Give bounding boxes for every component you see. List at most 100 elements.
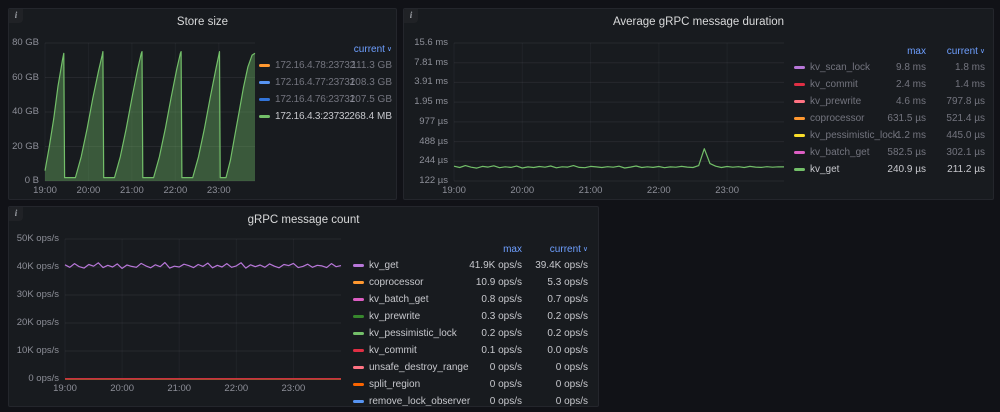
series-name[interactable]: coprocessor (810, 113, 865, 124)
y-axis-tick-label: 1.95 ms (414, 96, 448, 108)
series-max-value: 0 ops/s (489, 362, 522, 373)
y-axis-tick-label: 122 µs (419, 175, 448, 186)
panel-info-icon[interactable]: i (404, 9, 418, 23)
series-color-marker (353, 332, 364, 335)
legend-row: kv_get 41.9K ops/s 39.4K ops/s (353, 257, 588, 274)
y-axis-tick-label: 15.6 ms (414, 37, 448, 48)
x-axis-tick-label: 20:00 (510, 185, 535, 196)
series-name[interactable]: coprocessor (369, 277, 424, 288)
legend-sort-current[interactable]: current ∨ (549, 243, 588, 255)
series-current-value: 111.3 GB (351, 60, 392, 71)
panel-title-grpc-count[interactable]: gRPC message count (247, 214, 360, 226)
series-max-value: 0 ops/s (489, 396, 522, 407)
legend-sort-current[interactable]: current ∨ (353, 43, 392, 55)
series-current-value: 521.4 µs (946, 113, 985, 124)
y-axis-tick-label: 30K ops/s (16, 289, 59, 300)
series-current-value: 0.0 ops/s (547, 345, 588, 356)
x-axis-tick-label: 20:00 (76, 185, 101, 196)
panel-title-store-size[interactable]: Store size (176, 16, 229, 28)
info-icon: i (14, 10, 18, 20)
series-name[interactable]: kv_batch_get (810, 147, 870, 158)
legend-row: 172.16.4.78:23732 111.3 GB (259, 57, 392, 74)
series-current-value: 0 ops/s (555, 362, 588, 373)
series-name[interactable]: kv_get (369, 260, 399, 271)
series-name[interactable]: kv_prewrite (810, 96, 862, 107)
legend-row: unsafe_destroy_range 0 ops/s 0 ops/s (353, 359, 588, 376)
y-axis-tick-label: 20K ops/s (16, 317, 59, 328)
legend-row: kv_get 240.9 µs 211.2 µs (794, 161, 985, 178)
x-axis-tick-label: 19:00 (33, 185, 57, 196)
panel-grpc-duration: i Average gRPC message duration max curre… (403, 8, 994, 200)
series-name[interactable]: kv_pessimistic_lock (810, 130, 898, 141)
y-axis-tick-label: 0 B (24, 175, 39, 186)
series-name[interactable]: kv_commit (810, 79, 858, 90)
x-axis-tick-label: 23:00 (206, 185, 231, 196)
legend-row: kv_prewrite 0.3 ops/s 0.2 ops/s (353, 308, 588, 325)
series-max-value: 9.8 ms (895, 62, 926, 73)
legend-row: kv_batch_get 0.8 ops/s 0.7 ops/s (353, 291, 588, 308)
x-axis-tick-label: 19:00 (53, 383, 77, 394)
series-current-value: 1.8 ms (954, 62, 985, 73)
series-color-marker (353, 366, 364, 369)
y-axis-tick-label: 40K ops/s (16, 261, 59, 272)
series-color-marker (353, 264, 364, 267)
series-name[interactable]: kv_pessimistic_lock (369, 328, 457, 339)
series-name[interactable]: 172.16.4.3:23732 (275, 111, 350, 122)
legend-sort-max[interactable]: max (503, 243, 522, 255)
panel-info-icon[interactable]: i (9, 9, 23, 23)
series-name[interactable]: split_region (369, 379, 421, 390)
y-axis-tick-label: 10K ops/s (16, 345, 59, 356)
store-size-chart[interactable] (44, 42, 256, 182)
series-name[interactable]: kv_get (810, 164, 840, 175)
series-name[interactable]: 172.16.4.76:23732 (275, 94, 356, 105)
x-axis-tick-label: 19:00 (442, 185, 466, 196)
info-icon: i (14, 208, 18, 218)
series-name[interactable]: kv_prewrite (369, 311, 421, 322)
legend-header: max current ∨ (794, 43, 985, 59)
series-name[interactable]: 172.16.4.77:23732 (275, 77, 356, 88)
panel-title-grpc-duration[interactable]: Average gRPC message duration (612, 16, 785, 28)
legend-row: 172.16.4.3:23732 268.4 MB (259, 108, 392, 125)
series-color-marker (259, 81, 270, 84)
legend-row: kv_pessimistic_lock 1.2 ms 445.0 µs (794, 127, 985, 144)
chevron-down-icon: ∨ (977, 47, 985, 55)
series-name[interactable]: remove_lock_observer (369, 396, 471, 407)
legend-header: max current ∨ (353, 241, 588, 257)
info-icon: i (409, 10, 413, 20)
x-axis-tick-label: 21:00 (120, 185, 144, 196)
panel-info-icon[interactable]: i (9, 207, 23, 221)
grpc-count-chart[interactable] (64, 238, 342, 380)
series-color-marker (353, 281, 364, 284)
y-axis-tick-label: 7.81 ms (414, 56, 448, 68)
panel-store-size: i Store size current ∨ 172.16.4.78:23732 1… (8, 8, 397, 200)
series-current-value: 797.8 µs (946, 96, 985, 107)
y-axis-tick-label: 0 ops/s (28, 373, 59, 384)
series-color-marker (794, 134, 805, 137)
series-name[interactable]: kv_batch_get (369, 294, 429, 305)
series-current-value: 0.2 ops/s (547, 328, 588, 339)
legend-row: remove_lock_observer 0 ops/s 0 ops/s (353, 393, 588, 407)
series-name[interactable]: 172.16.4.78:23732 (275, 60, 356, 71)
x-axis-tick-label: 23:00 (715, 185, 739, 196)
series-color-marker (794, 100, 805, 103)
series-max-value: 10.9 ops/s (475, 277, 522, 288)
chevron-down-icon: ∨ (384, 45, 392, 53)
series-name[interactable]: kv_commit (369, 345, 417, 356)
y-axis-tick-label: 244 µs (419, 155, 448, 167)
series-name[interactable]: unsafe_destroy_range (369, 362, 469, 373)
series-color-marker (794, 66, 805, 69)
grpc-duration-chart[interactable] (453, 42, 785, 182)
series-name[interactable]: kv_scan_lock (810, 62, 871, 73)
series-current-value: 39.4K ops/s (535, 260, 588, 271)
series-current-value: 107.5 GB (349, 94, 392, 105)
series-current-value: 211.2 µs (947, 164, 985, 175)
y-axis-tick-label: 20 GB (12, 140, 39, 152)
series-color-marker (259, 98, 270, 101)
series-color-marker (353, 349, 364, 352)
series-max-value: 0.1 ops/s (481, 345, 522, 356)
y-axis-tick-label: 50K ops/s (16, 233, 59, 244)
legend-sort-max[interactable]: max (907, 45, 926, 57)
legend-row: coprocessor 631.5 µs 521.4 µs (794, 110, 985, 127)
legend-sort-current[interactable]: current ∨ (946, 45, 985, 57)
series-max-value: 2.4 ms (895, 79, 926, 90)
